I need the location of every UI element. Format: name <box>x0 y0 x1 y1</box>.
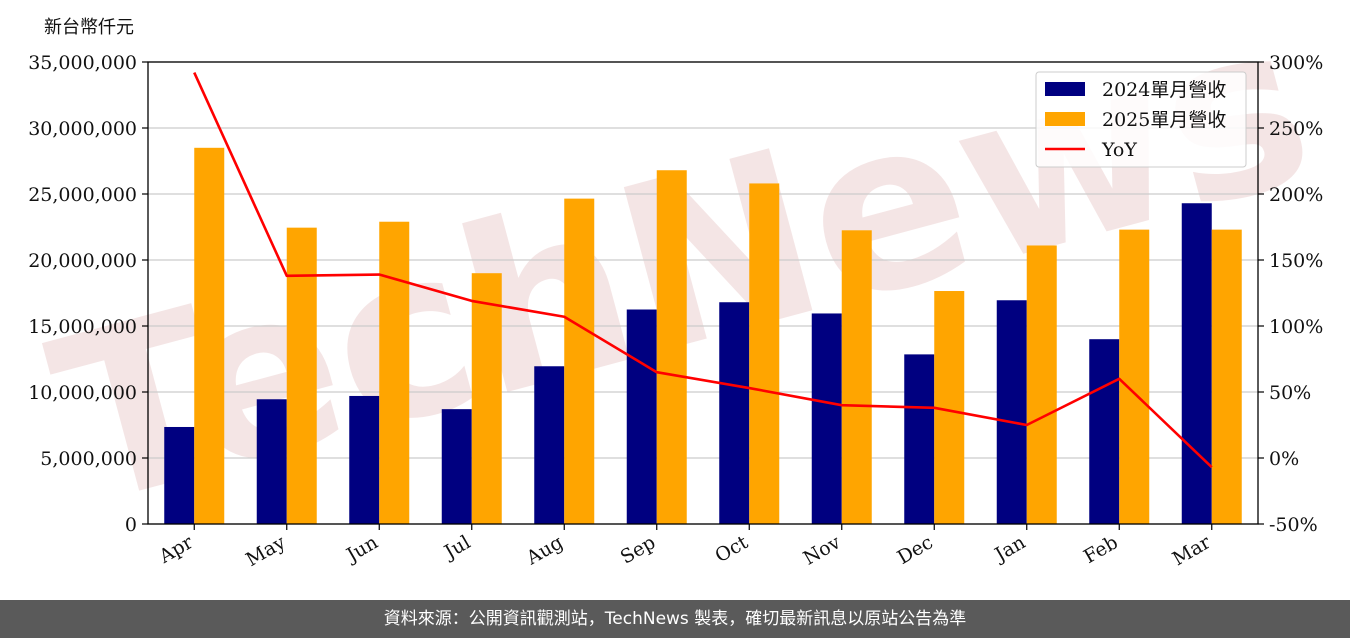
legend-box <box>1035 71 1247 168</box>
y-tick-label: 35,000,000 <box>28 52 137 74</box>
x-tick-label: Nov <box>800 531 845 570</box>
bar-2024 <box>811 313 842 524</box>
x-tick-label: Feb <box>1080 531 1122 568</box>
plot-frame <box>147 61 1259 525</box>
x-tick-label: Mar <box>1169 531 1215 570</box>
bar-2025 <box>564 198 595 524</box>
y2-tick-label: 200% <box>1269 184 1323 206</box>
legend-swatch <box>1045 112 1085 126</box>
bar-2024 <box>904 354 935 524</box>
y-tick-label: 15,000,000 <box>28 316 137 338</box>
y-tick-label: 5,000,000 <box>40 448 137 470</box>
bar-2025 <box>471 273 502 524</box>
bar-2025 <box>194 147 225 525</box>
legend-swatch <box>1045 82 1085 96</box>
bar-2024 <box>626 309 657 524</box>
x-tick-label: Sep <box>617 531 660 568</box>
bar-2024 <box>349 395 380 524</box>
bar-2025 <box>1026 245 1057 525</box>
legend-label: 2025單月營收 <box>1102 109 1226 131</box>
bar-2024 <box>164 426 195 524</box>
bar-2024 <box>1181 203 1212 525</box>
bar-2025 <box>749 183 780 524</box>
bar-2025 <box>656 170 687 525</box>
bar-2024 <box>256 399 287 524</box>
bar-2024 <box>441 409 472 524</box>
bar-2024 <box>534 366 565 524</box>
x-tick-label: May <box>242 531 289 571</box>
bar-2025 <box>1119 229 1150 524</box>
legend: 2024單月營收 2025單月營收 YoY <box>1035 71 1247 168</box>
bar-2025 <box>1211 229 1242 524</box>
y2-tick-label: -50% <box>1269 514 1318 536</box>
y-tick-label: 25,000,000 <box>28 184 137 206</box>
bar-2024 <box>1089 339 1120 524</box>
bars <box>164 147 1242 525</box>
x-tick-label: Jul <box>439 531 474 564</box>
y-axis-label: 新台幣仟元 <box>44 17 134 38</box>
y2-tick-label: 0% <box>1269 448 1299 470</box>
revenue-chart: TechNews 05,000,00010,000,00015,000,0002… <box>28 0 1335 571</box>
x-tick-label: Jun <box>341 531 382 567</box>
y-tick-label: 0 <box>125 514 137 536</box>
bar-2024 <box>996 300 1027 524</box>
y2-tick-label: 250% <box>1269 118 1323 140</box>
x-tick-label: Dec <box>894 531 937 569</box>
yoy-line <box>193 72 1213 469</box>
bar-2024 <box>719 302 750 524</box>
y2-tick-label: 300% <box>1269 52 1323 74</box>
x-tick-label: Oct <box>711 531 752 567</box>
bar-2025 <box>841 230 872 525</box>
y-tick-label: 20,000,000 <box>28 250 137 272</box>
x-tick-label: Jan <box>990 531 1030 567</box>
x-tick-label: Aug <box>522 531 567 570</box>
legend-label: YoY <box>1101 139 1137 161</box>
yoy-line-layer <box>193 72 1213 469</box>
legend-label: 2024單月營收 <box>1102 79 1226 101</box>
y2-tick-label: 100% <box>1269 316 1323 338</box>
y2-tick-label: 150% <box>1269 250 1323 272</box>
y2-tick-label: 50% <box>1269 382 1311 404</box>
bar-2025 <box>379 221 410 524</box>
y-tick-label: 10,000,000 <box>28 382 137 404</box>
source-footer: 資料來源：公開資訊觀測站，TechNews 製表，確切最新訊息以原站公告為準 <box>0 600 1350 638</box>
y-tick-label: 30,000,000 <box>28 118 137 140</box>
bar-2025 <box>286 227 317 524</box>
